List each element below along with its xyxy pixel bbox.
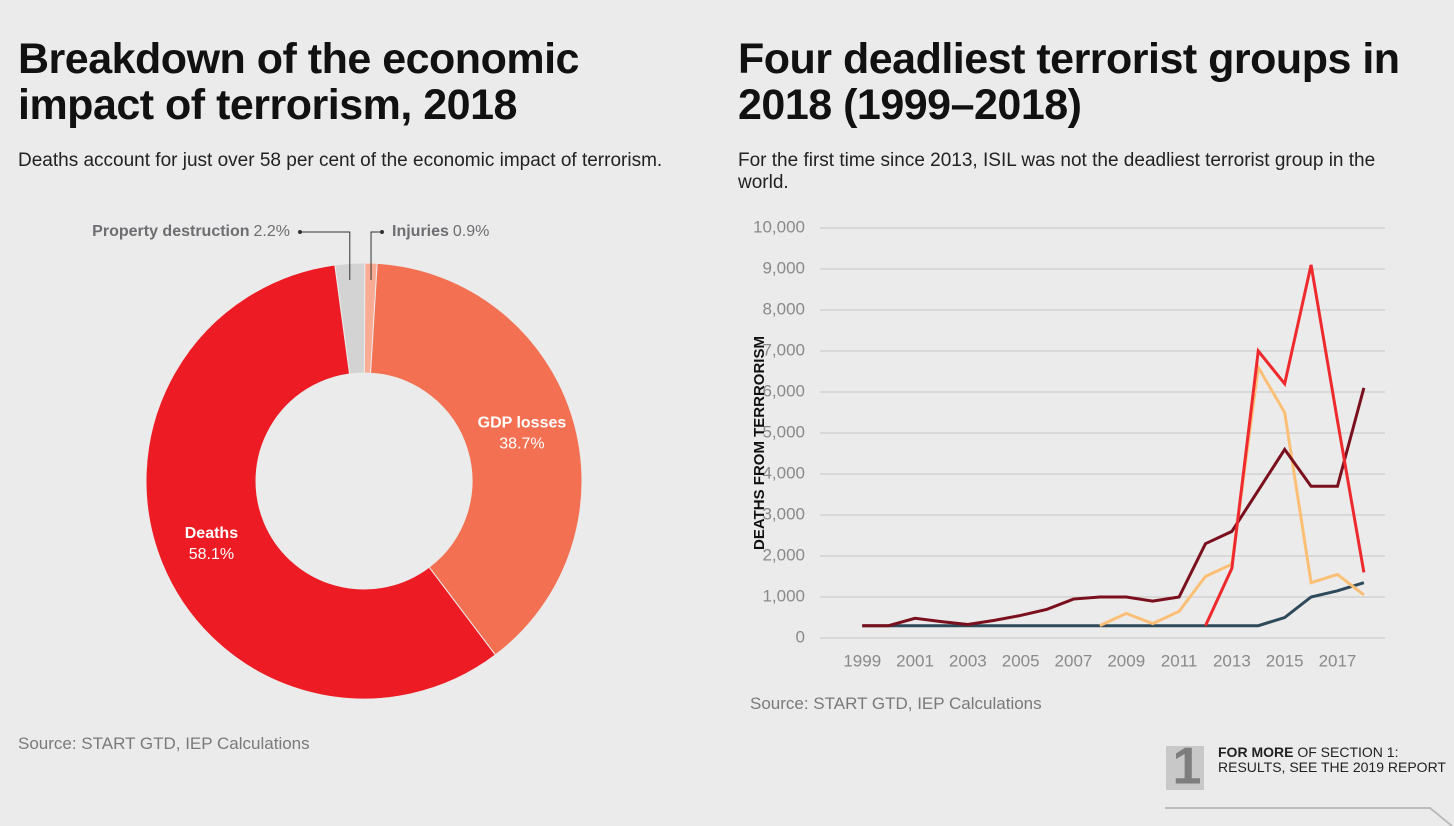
chart-subtitle: For the first time since 2013, ISIL was … [738, 150, 1376, 193]
x-tick-label: 1999 [843, 651, 881, 670]
y-tick-label: 10,000 [753, 217, 805, 236]
x-tick-label: 2001 [896, 651, 934, 670]
section-icon [1166, 746, 1204, 790]
x-tick-label: 2013 [1213, 651, 1251, 670]
pie-slice [370, 262, 583, 656]
section-number: 1 [1173, 738, 1202, 796]
x-tick-label: 2003 [949, 651, 987, 670]
y-tick-label: 7,000 [762, 340, 805, 359]
chart-title: Breakdown of the economic impact of terr… [18, 35, 579, 129]
series-line [1099, 362, 1365, 628]
x-tick-label: 2009 [1107, 651, 1145, 670]
y-tick-label: 3,000 [762, 504, 805, 523]
y-tick-label: 5,000 [762, 422, 805, 441]
x-tick-label: 2011 [1161, 651, 1198, 670]
footer-bold: FOR MORE [1218, 744, 1294, 760]
callout-line [300, 231, 351, 280]
callout-value: 2.2% [254, 223, 290, 240]
footer-rule [1165, 807, 1453, 826]
series-line [1204, 264, 1366, 627]
callout-name: Property destruction [92, 223, 249, 240]
callout-dot [380, 230, 384, 234]
pie-slice [145, 264, 497, 700]
y-axis-label: DEATHS FROM TERRRORISM [751, 336, 768, 550]
y-tick-label: 6,000 [762, 381, 805, 400]
y-tick-label: 1,000 [762, 586, 805, 605]
chart-title: Four deadliest terrorist groups in 2018 … [738, 35, 1400, 129]
footer-text: OF SECTION 1: RESULTS, SEE THE 2019 REPO… [1218, 744, 1446, 775]
source: Source: START GTD, IEP Calculations [18, 734, 310, 753]
y-tick-label: 0 [796, 627, 805, 646]
x-tick-label: 2007 [1055, 651, 1093, 670]
series-line [862, 387, 1366, 628]
slice-label: GDP losses [478, 415, 567, 432]
y-tick-label: 4,000 [762, 463, 805, 482]
callout-label: Injuries 0.9% [392, 223, 489, 240]
x-tick-label: 2015 [1266, 651, 1304, 670]
series-line [862, 581, 1365, 628]
slice-value: 38.7% [499, 436, 544, 453]
y-tick-label: 9,000 [762, 258, 805, 277]
x-tick-label: 2005 [1002, 651, 1040, 670]
callout-name: Injuries [392, 223, 449, 240]
y-tick-label: 8,000 [762, 299, 805, 318]
callout-line [370, 231, 382, 280]
footer-note: FOR MORE OF SECTION 1: RESULTS, SEE THE … [1218, 745, 1448, 775]
callout-value: 0.9% [453, 223, 489, 240]
source: Source: START GTD, IEP Calculations [750, 694, 1042, 713]
callout-dot [298, 230, 302, 234]
callout-label: Property destruction 2.2% [92, 223, 290, 240]
y-tick-label: 2,000 [762, 545, 805, 564]
chart-subtitle: Deaths account for just over 58 per cent… [18, 150, 663, 171]
x-tick-label: 2017 [1319, 651, 1357, 670]
slice-value: 58.1% [189, 546, 234, 563]
slice-label: Deaths [185, 525, 238, 542]
